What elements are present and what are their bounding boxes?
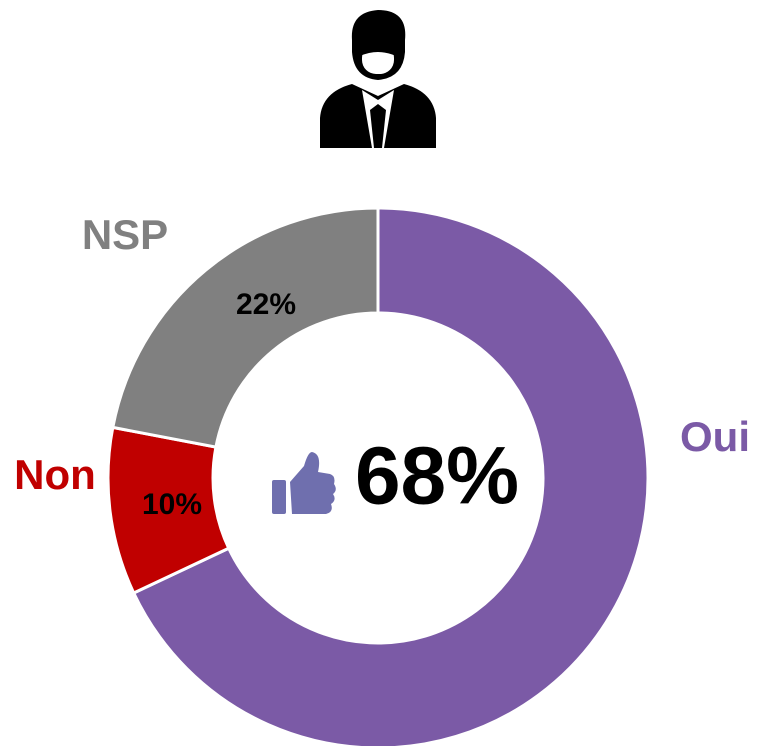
center-value-label: 68% (355, 431, 519, 522)
category-label: Non (14, 451, 96, 498)
thumbs-up-icon (272, 452, 336, 514)
value-label: 22% (236, 288, 296, 321)
slice (131, 206, 650, 746)
person-icon (320, 10, 436, 148)
slice (111, 206, 380, 449)
value-label: 10% (142, 488, 202, 521)
category-label: Oui (680, 413, 750, 460)
category-label: NSP (82, 211, 168, 258)
